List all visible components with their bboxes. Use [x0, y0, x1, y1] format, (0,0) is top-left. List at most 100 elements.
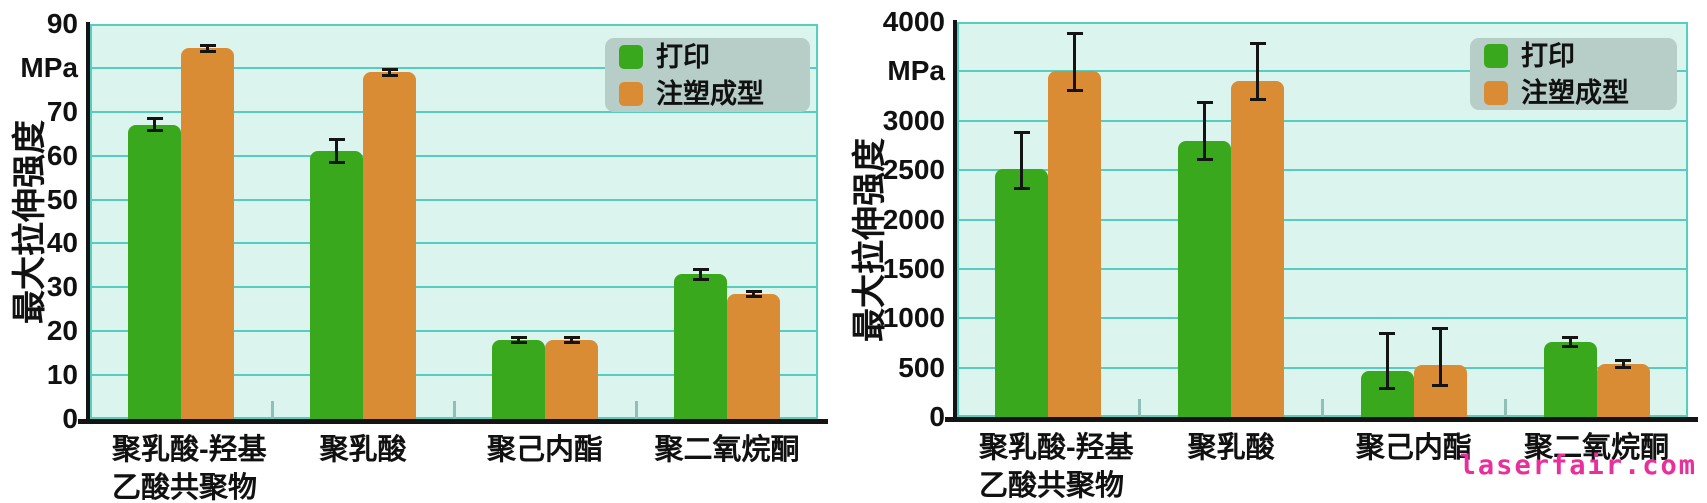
error-bar: [1256, 42, 1260, 101]
bar-injection-4: [727, 293, 780, 419]
y-axis-unit-label: MPa: [887, 55, 945, 87]
error-bar: [1020, 130, 1024, 190]
error-bar-cap-top: [381, 67, 398, 71]
gridline: [90, 198, 818, 201]
x-axis-boundary-tick: [634, 401, 638, 419]
y-tick-label: 90: [46, 8, 78, 39]
y-tick-label: 2000: [882, 203, 945, 235]
error-bar-cap-bottom: [146, 128, 163, 132]
error-bar-cap-bottom: [1562, 344, 1579, 348]
y-tick-label: 0: [62, 403, 78, 434]
category-label: 聚乳酸: [319, 434, 407, 466]
y-axis-unit-label: MPa: [20, 51, 78, 83]
error-bar-cap-top: [510, 336, 527, 340]
gridline: [957, 218, 1688, 221]
y-tick-label: 10: [46, 359, 78, 391]
error-bar: [517, 336, 520, 344]
error-bar-cap-top: [1013, 130, 1030, 134]
category-label: 聚己内酯: [486, 434, 603, 466]
legend: 打印 注塑成型: [605, 38, 810, 112]
error-bar-cap-bottom: [692, 277, 709, 281]
error-bar: [1568, 336, 1572, 348]
error-bar-cap-top: [1066, 31, 1083, 35]
error-bar-cap-top: [692, 267, 709, 271]
bar-injection-2: [1231, 81, 1285, 417]
y-axis-line: [86, 22, 90, 424]
print-swatch-icon: [619, 44, 643, 69]
x-axis-boundary-tick: [452, 401, 456, 419]
error-bar-cap-top: [1432, 327, 1449, 331]
bar-print-4: [674, 274, 727, 419]
legend-item-injection: 注塑成型: [1484, 78, 1677, 108]
error-bar: [153, 117, 156, 132]
error-bar-cap-top: [328, 138, 345, 142]
gridline: [90, 154, 818, 157]
gridline: [90, 286, 818, 289]
error-bar-cap-top: [1196, 101, 1213, 104]
x-axis-line: [78, 419, 828, 424]
error-bar-cap-bottom: [199, 49, 216, 53]
y-tick-label: 500: [898, 351, 945, 383]
bar-print-2: [1178, 140, 1232, 417]
error-bar-cap-top: [1562, 336, 1579, 340]
error-bar-cap-bottom: [1379, 387, 1396, 391]
legend-item-print: 打印: [1484, 41, 1677, 71]
category-label: 聚乳酸-羟基 乙酸共聚物: [112, 434, 267, 503]
error-bar: [206, 43, 209, 53]
error-bar-cap-bottom: [1615, 365, 1632, 369]
bar-print-1: [128, 124, 181, 419]
error-bar-cap-top: [1249, 42, 1266, 46]
category-label: 聚二氧烷酮: [654, 434, 800, 466]
y-tick-label: 4000: [882, 6, 945, 37]
error-bar-cap-top: [745, 289, 762, 293]
bar-print-3: [492, 340, 545, 419]
injection-swatch-icon: [1484, 80, 1508, 105]
bar-injection-4: [1596, 363, 1650, 417]
error-bar-cap-bottom: [381, 73, 398, 77]
y-tick-label: 60: [46, 139, 78, 171]
legend-item-injection: 注塑成型: [619, 79, 810, 109]
legend-label: 注塑成型: [1521, 77, 1629, 108]
y-tick-label: 70: [46, 95, 78, 127]
gridline: [957, 267, 1688, 270]
legend: 打印 注塑成型: [1470, 38, 1677, 110]
gridline: [90, 66, 818, 69]
x-axis-boundary-tick: [1321, 399, 1324, 417]
category-label: 聚二氧烷酮: [1524, 432, 1670, 464]
error-bar: [1385, 332, 1389, 391]
category-label: 聚乳酸: [1187, 432, 1275, 464]
y-tick-label: 40: [46, 227, 78, 259]
error-bar: [1203, 101, 1207, 162]
watermark: laserfair.com: [1459, 450, 1697, 481]
error-bar: [388, 67, 391, 77]
gridline: [957, 169, 1688, 172]
error-bar-cap-bottom: [1196, 158, 1213, 162]
gridline: [90, 374, 818, 377]
error-bar-cap-top: [199, 43, 216, 47]
error-bar-cap-bottom: [510, 340, 527, 344]
y-tick-label: 2500: [882, 154, 945, 186]
error-bar-cap-top: [1379, 332, 1396, 336]
y-tick-label: 30: [46, 271, 78, 303]
x-axis-boundary-tick: [1138, 399, 1142, 417]
x-axis-boundary-tick: [270, 401, 274, 419]
y-tick-label: 3000: [882, 104, 945, 136]
error-bar-cap-top: [1615, 358, 1632, 362]
legend-label: 打印: [1521, 40, 1575, 71]
y-tick-label: 1000: [882, 302, 945, 334]
category-label: 聚乳酸-羟基 乙酸共聚物: [979, 432, 1134, 502]
legend-label: 注塑成型: [656, 78, 764, 109]
gridline: [957, 317, 1688, 320]
x-axis-line: [945, 417, 1698, 422]
y-axis-title: 最大拉伸强度: [10, 120, 49, 324]
error-bar-cap-top: [146, 117, 163, 121]
gridline: [90, 242, 818, 245]
bar-print-4: [1543, 341, 1597, 417]
error-bar: [1073, 31, 1077, 93]
bar-print-1: [995, 169, 1049, 417]
error-bar: [1438, 327, 1442, 387]
category-label: 聚己内酯: [1355, 432, 1472, 464]
error-bar-cap-bottom: [1066, 89, 1083, 93]
gridline: [90, 330, 818, 333]
